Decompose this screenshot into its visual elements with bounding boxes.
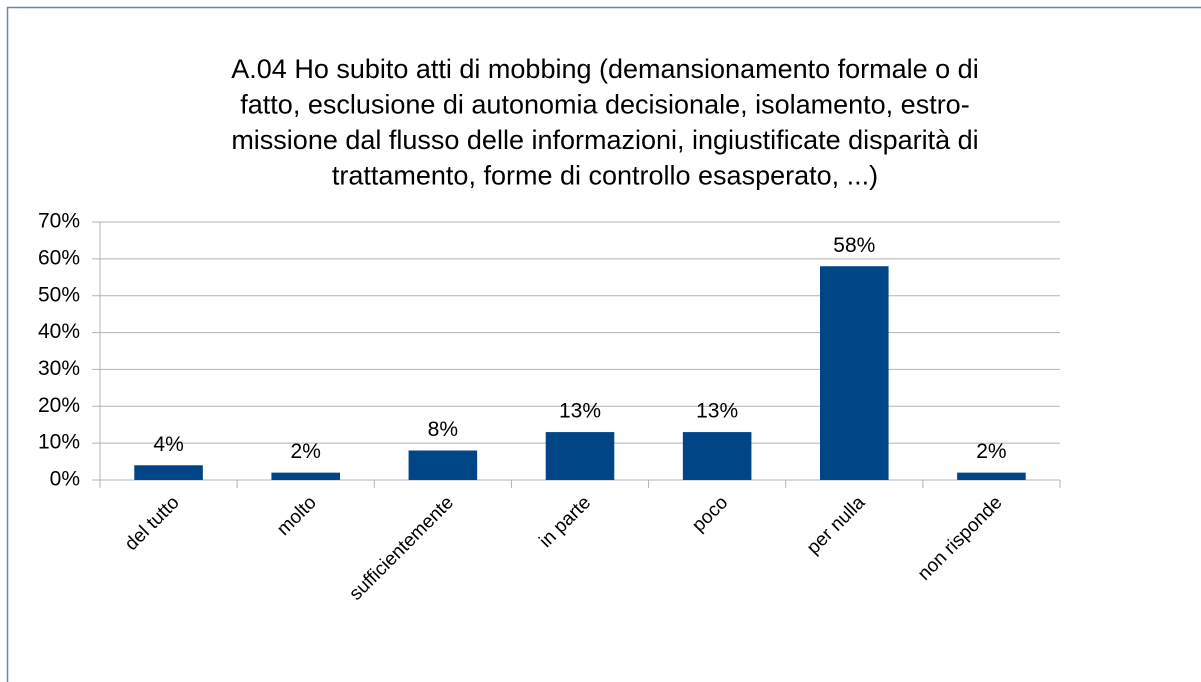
value-label: 4% [153, 433, 183, 456]
bar [134, 465, 203, 480]
y-tick-label: 70% [38, 210, 80, 233]
bar [820, 266, 889, 480]
bar [271, 472, 340, 480]
value-label: 13% [559, 400, 601, 423]
bar [957, 472, 1026, 480]
y-tick-label: 20% [38, 394, 80, 417]
y-tick-label: 30% [38, 357, 80, 380]
chart-title: trattamento, forme di controllo esaspera… [332, 161, 878, 191]
value-label: 2% [291, 440, 321, 463]
y-tick-label: 50% [38, 283, 80, 306]
chart-title: fatto, esclusione di autonomia decisiona… [240, 90, 969, 120]
value-label: 8% [428, 418, 458, 441]
value-label: 2% [976, 440, 1006, 463]
y-tick-label: 40% [38, 320, 80, 343]
bar [408, 450, 478, 480]
value-label: 13% [696, 400, 738, 423]
chart-title: missione dal flusso delle informazioni, … [231, 125, 978, 155]
y-tick-label: 10% [38, 431, 80, 454]
y-tick-label: 60% [38, 246, 80, 269]
value-label: 58% [833, 234, 875, 257]
chart-frame [6, 6, 1201, 682]
bar [682, 432, 752, 480]
y-tick-label: 0% [50, 468, 80, 491]
chart-title: A.04 Ho subito atti di mobbing (demansio… [231, 54, 978, 84]
bar [545, 432, 615, 480]
